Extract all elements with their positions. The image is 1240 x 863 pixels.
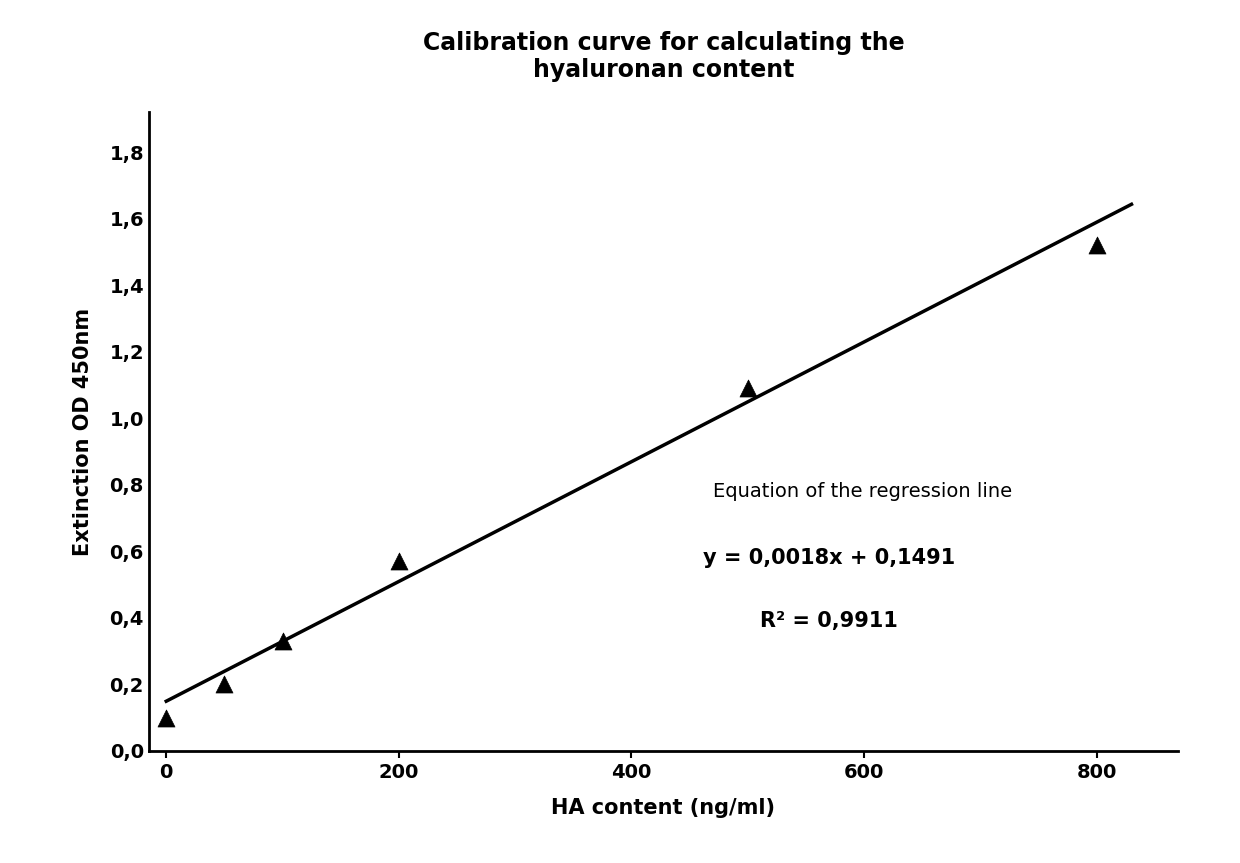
Point — [156, 710, 176, 724]
Point — [389, 554, 409, 568]
Point — [215, 677, 234, 691]
Y-axis label: Extinction OD 450nm: Extinction OD 450nm — [73, 307, 93, 556]
Text: Equation of the regression line: Equation of the regression line — [713, 482, 1012, 501]
Text: R² = 0,9911: R² = 0,9911 — [760, 611, 898, 631]
Point — [738, 381, 758, 395]
Title: Calibration curve for calculating the
hyaluronan content: Calibration curve for calculating the hy… — [423, 31, 904, 83]
Point — [273, 634, 293, 648]
X-axis label: HA content (ng/ml): HA content (ng/ml) — [552, 798, 775, 818]
Point — [1086, 238, 1106, 252]
Text: y = 0,0018x + 0,1491: y = 0,0018x + 0,1491 — [703, 548, 955, 568]
